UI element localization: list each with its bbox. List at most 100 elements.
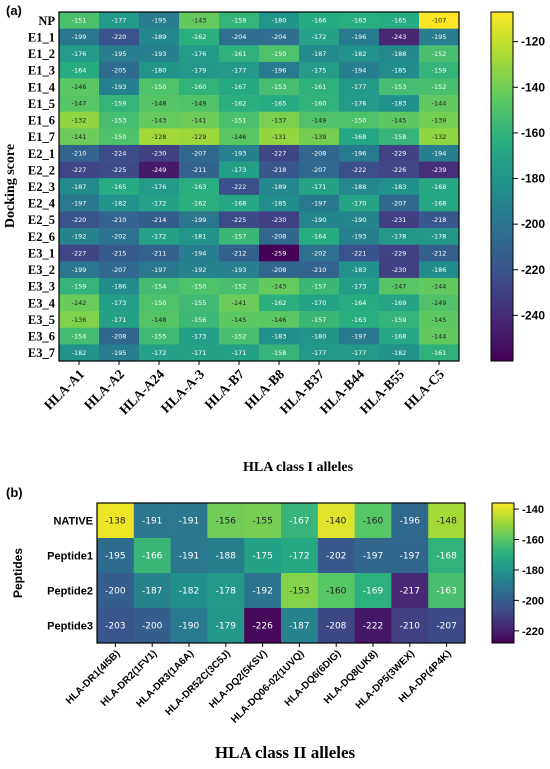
heatmap-cell xyxy=(219,128,260,146)
cell-value-label: -192 xyxy=(192,266,207,274)
heatmap-cell xyxy=(179,194,220,212)
heatmap-cell xyxy=(299,78,340,96)
heatmap-cell xyxy=(259,61,300,79)
cell-value-label: -162 xyxy=(192,199,207,207)
cell-value-label: -217 xyxy=(400,587,420,597)
cell-value-label: -159 xyxy=(432,66,447,74)
cell-value-label: -194 xyxy=(352,66,367,74)
heatmap-cell xyxy=(379,111,420,129)
cell-value-label: -176 xyxy=(352,100,367,108)
heatmap-cell xyxy=(179,311,220,329)
column-label: HLA-A-3 xyxy=(158,366,207,415)
row-label: NP xyxy=(38,14,55,28)
heatmap-cell xyxy=(419,211,460,229)
cell-value-label: -176 xyxy=(72,50,87,58)
heatmap-cell xyxy=(219,277,260,295)
cell-value-label: -154 xyxy=(72,332,87,340)
cell-value-label: -152 xyxy=(432,50,447,58)
colorbar-tick-label: -240 xyxy=(521,308,545,322)
cell-value-label: -180 xyxy=(312,332,327,340)
heatmap-cell xyxy=(259,78,300,96)
cell-value-label: -227 xyxy=(272,150,287,158)
heatmap-cell xyxy=(379,95,420,113)
colorbar-tick-label: -180 xyxy=(522,565,544,577)
heatmap-cell xyxy=(379,194,420,212)
heatmap-cell xyxy=(428,538,466,574)
heatmap-b-frame xyxy=(96,502,466,644)
heatmap-cell xyxy=(59,78,100,96)
row-label: E2_3 xyxy=(28,180,55,194)
row-label: E3_4 xyxy=(28,296,56,310)
heatmap-cell xyxy=(99,95,140,113)
heatmap-cell xyxy=(259,194,300,212)
cell-value-label: -176 xyxy=(192,50,207,58)
heatmap-cell xyxy=(259,311,300,329)
cell-value-label: -171 xyxy=(112,316,127,324)
cell-value-label: -129 xyxy=(192,133,207,141)
heatmap-cell xyxy=(207,503,245,539)
heatmap-cell xyxy=(391,503,429,539)
cell-value-label: -143 xyxy=(192,17,207,25)
heatmap-cell xyxy=(139,28,180,46)
cell-value-label: -150 xyxy=(112,133,127,141)
cell-value-label: -177 xyxy=(232,66,247,74)
heatmap-cell xyxy=(179,28,220,46)
cell-value-label: -141 xyxy=(192,116,207,124)
heatmap-cell xyxy=(99,277,140,295)
cell-value-label: -249 xyxy=(152,166,167,174)
heatmap-cell xyxy=(379,261,420,279)
cell-value-label: -197 xyxy=(72,199,87,207)
heatmap-cell xyxy=(170,608,208,644)
cell-value-label: -155 xyxy=(252,517,272,527)
heatmap-cell xyxy=(339,277,380,295)
heatmap-cell xyxy=(59,211,100,229)
heatmap-cell xyxy=(281,573,319,609)
cell-value-label: -222 xyxy=(363,622,383,632)
heatmap-cell xyxy=(299,178,340,196)
row-label: E3_5 xyxy=(28,313,55,327)
cell-value-label: -177 xyxy=(352,83,367,91)
heatmap-cell xyxy=(59,28,100,46)
heatmap-cell xyxy=(219,228,260,245)
cell-value-label: -168 xyxy=(232,199,247,207)
cell-value-label: -199 xyxy=(72,266,87,274)
cell-value-label: -210 xyxy=(400,622,421,632)
cell-value-label: -197 xyxy=(400,552,420,562)
heatmap-cell xyxy=(179,95,220,113)
heatmap-cell xyxy=(179,178,220,196)
cell-value-label: -149 xyxy=(432,299,447,307)
heatmap-cell xyxy=(299,12,340,29)
cell-value-label: -182 xyxy=(112,199,127,207)
heatmap-cell xyxy=(179,344,220,362)
row-label: Peptide3 xyxy=(47,621,93,633)
heatmap-cell xyxy=(379,61,420,79)
heatmap-cell xyxy=(59,261,100,279)
cell-value-label: -204 xyxy=(232,33,247,41)
cell-value-label: -205 xyxy=(112,66,127,74)
heatmap-cell xyxy=(428,608,466,644)
cell-value-label: -214 xyxy=(152,216,167,224)
heatmap-cell xyxy=(170,503,208,539)
heatmap-cell xyxy=(219,261,260,279)
heatmap-cell xyxy=(259,111,300,129)
cell-value-label: -230 xyxy=(392,266,407,274)
heatmap-cell xyxy=(379,244,420,262)
heatmap-cell xyxy=(299,344,340,362)
heatmap-cell xyxy=(379,211,420,229)
heatmap-cell xyxy=(59,95,100,113)
row-label: Peptide2 xyxy=(47,586,93,598)
heatmap-cell xyxy=(299,161,340,179)
cell-value-label: -207 xyxy=(392,199,407,207)
heatmap-cell xyxy=(299,277,340,295)
row-label: E1_2 xyxy=(28,47,55,61)
cell-value-label: -195 xyxy=(112,50,127,58)
cell-value-label: -168 xyxy=(432,183,447,191)
column-label: HLA-B55 xyxy=(357,366,408,417)
heatmap-cell xyxy=(419,45,460,63)
heatmap-cell xyxy=(379,45,420,63)
heatmap-cell xyxy=(99,344,140,362)
cell-value-label: -160 xyxy=(312,100,327,108)
heatmap-cell xyxy=(219,161,260,179)
cell-value-label: -202 xyxy=(312,249,327,257)
heatmap-cell xyxy=(219,311,260,329)
